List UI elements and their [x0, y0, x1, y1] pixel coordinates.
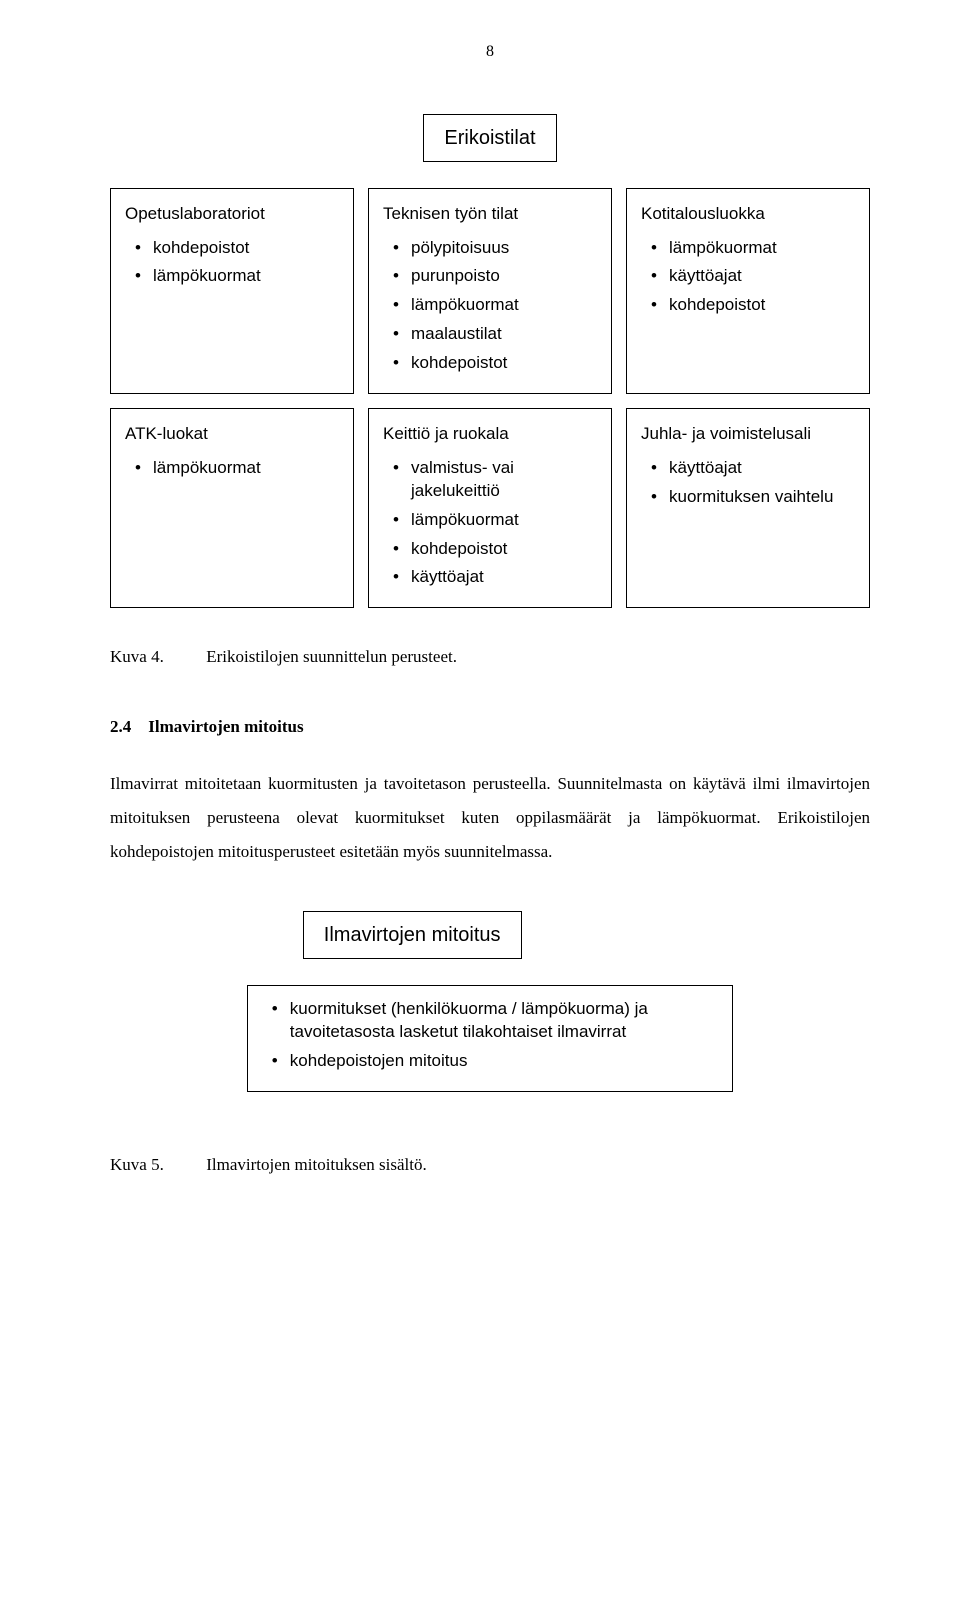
page-number: 8 — [110, 40, 870, 64]
section-number: 2.4 — [110, 717, 131, 736]
caption-text: Erikoistilojen suunnittelun perusteet. — [206, 647, 457, 666]
card-atk-luokat: ATK-luokat lämpökuormat — [110, 408, 354, 608]
section-title: Ilmavirtojen mitoitus — [148, 717, 303, 736]
card-juhla-voimistelusali: Juhla- ja voimistelusali käyttöajat kuor… — [626, 408, 870, 608]
card-list: lämpökuormat käyttöajat kohdepoistot — [641, 237, 855, 318]
list-item: kuormitukset (henkilökuorma / lämpökuorm… — [262, 998, 718, 1044]
section-heading: 2.4 Ilmavirtojen mitoitus — [110, 714, 870, 740]
list-item: käyttöajat — [383, 566, 597, 589]
diagram2-card: kuormitukset (henkilökuorma / lämpökuorm… — [247, 985, 733, 1092]
card-list: pölypitoisuus purunpoisto lämpökuormat m… — [383, 237, 597, 376]
card-title: ATK-luokat — [125, 421, 339, 447]
card-opetuslaboratoriot: Opetuslaboratoriot kohdepoistot lämpökuo… — [110, 188, 354, 394]
list-item: purunpoisto — [383, 265, 597, 288]
card-title: Opetuslaboratoriot — [125, 201, 339, 227]
list-item: pölypitoisuus — [383, 237, 597, 260]
list-item: kohdepoistot — [383, 352, 597, 375]
list-item: maalaustilat — [383, 323, 597, 346]
list-item: valmistus- vai jakelukeittiö — [383, 457, 597, 503]
diagram1-row2: ATK-luokat lämpökuormat Keittiö ja ruoka… — [110, 408, 870, 608]
caption-text: Ilmavirtojen mitoituksen sisältö. — [206, 1155, 427, 1174]
card-kotitalousluokka: Kotitalousluokka lämpökuormat käyttöajat… — [626, 188, 870, 394]
card-list: kohdepoistot lämpökuormat — [125, 237, 339, 289]
list-item: kohdepoistot — [641, 294, 855, 317]
list-item: kohdepoistot — [125, 237, 339, 260]
list-item: lämpökuormat — [383, 509, 597, 532]
card-title: Teknisen työn tilat — [383, 201, 597, 227]
card-title: Juhla- ja voimistelusali — [641, 421, 855, 447]
card-list: valmistus- vai jakelukeittiö lämpökuorma… — [383, 457, 597, 590]
caption-kuva4: Kuva 4. Erikoistilojen suunnittelun peru… — [110, 644, 870, 670]
card-list: lämpökuormat — [125, 457, 339, 480]
card-list: kuormitukset (henkilökuorma / lämpökuorm… — [262, 998, 718, 1073]
list-item: käyttöajat — [641, 457, 855, 480]
diagram1-row1: Opetuslaboratoriot kohdepoistot lämpökuo… — [110, 188, 870, 394]
list-item: kohdepoistojen mitoitus — [262, 1050, 718, 1073]
body-paragraph: Ilmavirrat mitoitetaan kuormitusten ja t… — [110, 767, 870, 869]
diagram2-wrapper: Ilmavirtojen mitoitus kuormitukset (henk… — [110, 911, 870, 1092]
card-teknisen-tyon: Teknisen työn tilat pölypitoisuus purunp… — [368, 188, 612, 394]
list-item: lämpökuormat — [641, 237, 855, 260]
caption-label: Kuva 5. — [110, 1152, 202, 1178]
diagram2-title-wrapper: Ilmavirtojen mitoitus — [247, 911, 733, 971]
diagram2-title: Ilmavirtojen mitoitus — [303, 911, 522, 959]
list-item: kohdepoistot — [383, 538, 597, 561]
list-item: kuormituksen vaihtelu — [641, 486, 855, 509]
caption-label: Kuva 4. — [110, 644, 202, 670]
list-item: käyttöajat — [641, 265, 855, 288]
diagram1-title-wrapper: Erikoistilat — [110, 114, 870, 174]
diagram1-title: Erikoistilat — [423, 114, 556, 162]
list-item: lämpökuormat — [125, 457, 339, 480]
list-item: lämpökuormat — [383, 294, 597, 317]
card-title: Keittiö ja ruokala — [383, 421, 597, 447]
caption-kuva5: Kuva 5. Ilmavirtojen mitoituksen sisältö… — [110, 1152, 870, 1178]
list-item: lämpökuormat — [125, 265, 339, 288]
card-keittio: Keittiö ja ruokala valmistus- vai jakelu… — [368, 408, 612, 608]
card-list: käyttöajat kuormituksen vaihtelu — [641, 457, 855, 509]
card-title: Kotitalousluokka — [641, 201, 855, 227]
